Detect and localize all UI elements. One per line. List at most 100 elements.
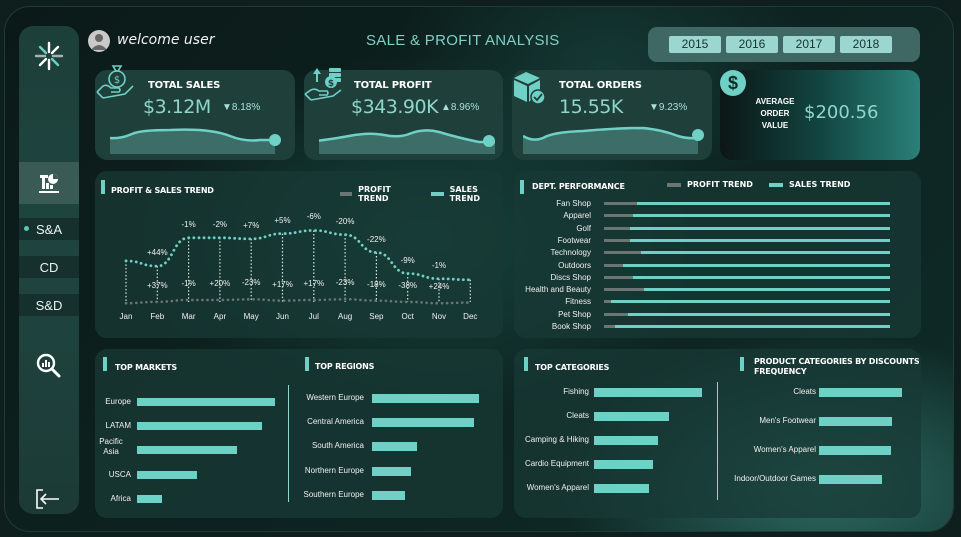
legend-label: SALES TREND bbox=[449, 185, 481, 203]
sales-change-label: -6% bbox=[306, 212, 321, 222]
dept-row: Book Shop bbox=[514, 322, 921, 332]
sales-change-label: -2% bbox=[212, 219, 228, 229]
legend-label: PROFIT TREND bbox=[687, 180, 753, 189]
bar bbox=[137, 470, 197, 479]
bar-label: Cleats bbox=[566, 411, 589, 420]
kpi-label: TOTAL PROFIT bbox=[354, 80, 432, 91]
kpi-total-profit: TOTAL PROFIT $343.90K ▲8.96% bbox=[304, 70, 503, 160]
sidebar-item-sd[interactable]: S&D bbox=[19, 294, 79, 316]
sales-bar bbox=[604, 288, 890, 292]
year-button-2015[interactable]: 2015 bbox=[669, 36, 721, 53]
profit-change-label: +37% bbox=[146, 280, 168, 290]
sales-bar bbox=[604, 202, 890, 205]
bar-label: Central America bbox=[307, 417, 364, 427]
sales-bar bbox=[604, 312, 890, 316]
profit-bar bbox=[604, 238, 630, 242]
bar bbox=[594, 436, 658, 445]
dollar-icon: $ bbox=[720, 70, 746, 96]
x-axis-label: Feb bbox=[150, 312, 165, 321]
sales-bar bbox=[604, 226, 890, 230]
sales-change-label: -22% bbox=[367, 234, 386, 244]
search-analytics-icon[interactable] bbox=[35, 352, 63, 380]
panel-title: PROFIT & SALES TREND bbox=[111, 186, 214, 195]
profit-bar bbox=[604, 251, 642, 255]
dept-label: Footwear bbox=[557, 235, 591, 245]
profit-change-label: +24% bbox=[428, 282, 450, 292]
bar-label: Western Europe bbox=[306, 393, 364, 402]
package-check-icon bbox=[514, 72, 546, 105]
sales-bar bbox=[604, 263, 890, 267]
profit-change-label: -18% bbox=[367, 279, 386, 289]
bar bbox=[137, 398, 275, 406]
sales-bar bbox=[604, 300, 890, 304]
sidebar-item-sa[interactable]: S&A bbox=[19, 218, 79, 240]
bar bbox=[594, 460, 653, 469]
profit-bar bbox=[604, 300, 612, 304]
bar bbox=[372, 466, 411, 476]
bar bbox=[594, 388, 702, 397]
profit-change-label: -23% bbox=[241, 278, 261, 288]
x-axis-label: Jun bbox=[276, 312, 289, 321]
profit-change-label: -1% bbox=[181, 278, 196, 288]
bar bbox=[372, 442, 417, 452]
sales-bar bbox=[604, 251, 890, 255]
bar bbox=[594, 412, 669, 421]
aov-label-line: AVERAGE bbox=[755, 97, 795, 106]
year-button-2017[interactable]: 2017 bbox=[783, 36, 835, 53]
bar-label: Cardio Equipment bbox=[524, 459, 589, 468]
bar bbox=[137, 494, 162, 503]
year-button-2018[interactable]: 2018 bbox=[840, 36, 892, 53]
markets-regions-panel: TOP MARKETS TOP REGIONS Europe LATAM Pacif… bbox=[95, 349, 503, 518]
sales-bar bbox=[604, 238, 890, 242]
dept-row: Health and Beauty bbox=[514, 285, 921, 295]
stats-nav-button[interactable] bbox=[19, 162, 79, 204]
avatar[interactable] bbox=[88, 30, 110, 52]
sales-sparkline bbox=[110, 128, 281, 154]
profit-change-label: +17% bbox=[272, 279, 293, 289]
sales-change-label: -9% bbox=[400, 255, 415, 265]
legend-swatch-sales bbox=[431, 192, 444, 196]
chart-legend: PROFIT TREND SALES TREND bbox=[667, 180, 850, 189]
bar-label: Cleats bbox=[793, 387, 816, 396]
dept-row: Technology bbox=[514, 248, 921, 258]
logout-icon[interactable] bbox=[35, 488, 61, 510]
legend-label: PROFIT TREND bbox=[358, 185, 391, 203]
x-axis-label: Dec bbox=[463, 312, 478, 321]
bar bbox=[372, 490, 405, 500]
dept-label: Outdoors bbox=[558, 260, 591, 270]
bar bbox=[137, 422, 262, 431]
year-button-2016[interactable]: 2016 bbox=[726, 36, 778, 53]
trend-line-chart bbox=[124, 229, 472, 305]
sales-change-label: -20% bbox=[335, 216, 355, 226]
x-axis-label: Apr bbox=[213, 312, 227, 321]
bar-label: Europe bbox=[105, 397, 131, 406]
sidebar-item-label: CD bbox=[39, 259, 59, 275]
panel-accent bbox=[305, 357, 309, 371]
bar-label: Camping & Hiking bbox=[524, 435, 589, 444]
profit-coins-hand-icon: $ bbox=[304, 68, 342, 101]
sidebar-item-cd[interactable]: CD bbox=[19, 256, 79, 278]
profit-bar bbox=[604, 214, 633, 218]
profit-change-label: +20% bbox=[209, 278, 231, 288]
legend-swatch-profit bbox=[340, 192, 353, 196]
active-indicator bbox=[24, 226, 29, 231]
aov-value: $200.56 bbox=[804, 102, 879, 123]
chart-pie-icon bbox=[39, 174, 59, 193]
categories-panel: TOP CATEGORIES PRODUCT CATEGORIES BY DIS… bbox=[514, 349, 921, 518]
profit-bar bbox=[604, 312, 629, 316]
x-axis-label: Sep bbox=[369, 312, 384, 321]
x-axis-label: Mar bbox=[181, 312, 196, 321]
aov-label-line: ORDER bbox=[760, 109, 790, 118]
sidebar-item-label: S&A bbox=[35, 221, 62, 237]
bar-label: Men's Footwear bbox=[759, 416, 816, 425]
kpi-change: ▼9.23% bbox=[649, 102, 688, 113]
dept-label: Discs Shop bbox=[550, 272, 591, 282]
kpi-value: $343.90K bbox=[351, 96, 439, 118]
panel-title: DEPT. PERFORMANCE bbox=[532, 182, 625, 191]
panel-title: TOP MARKETS bbox=[115, 363, 177, 372]
sales-change-label: +7% bbox=[243, 220, 260, 230]
svg-text:$: $ bbox=[114, 75, 120, 86]
bar-label: Pacific Asia bbox=[91, 437, 131, 457]
panel-accent bbox=[740, 357, 744, 371]
bar-label: Women's Apparel bbox=[526, 483, 589, 492]
